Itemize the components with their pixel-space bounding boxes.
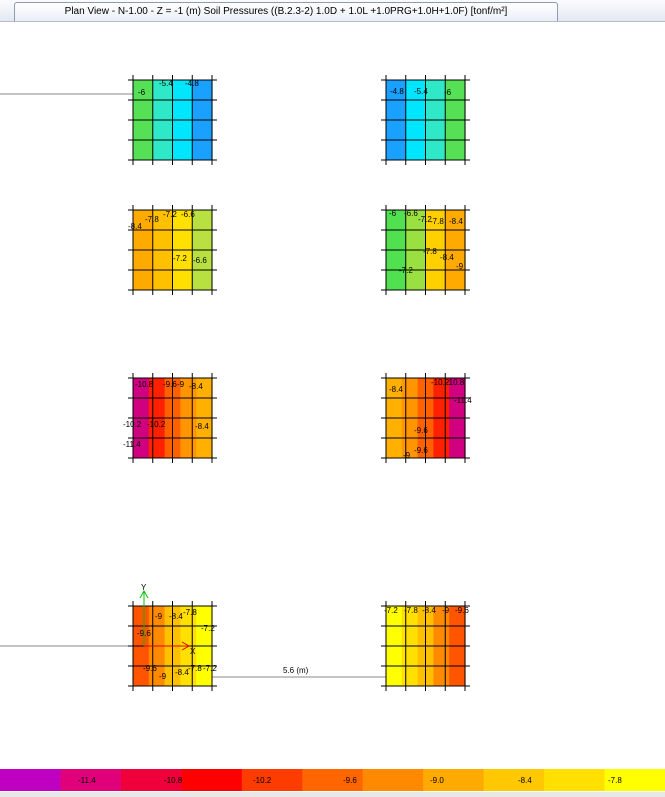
legend-tick-label: -8.4: [518, 776, 532, 785]
pressure-value-label: -10.8: [135, 380, 154, 389]
pressure-value-label: -10.2: [123, 420, 142, 429]
pressure-value-label: -9: [155, 612, 163, 621]
pressure-value-label: -7.8: [404, 606, 418, 615]
color-legend: -11.4 -10.8 -10.2 -9.6 -9.0 -8.4 -7.8: [0, 769, 665, 791]
status-strip: [0, 792, 665, 797]
pressure-value-label: -9: [456, 262, 464, 271]
pressure-value-label: -4.8: [390, 87, 404, 96]
legend-swatch: [302, 769, 364, 791]
pressure-value-label: -7.8: [145, 215, 159, 224]
legend-tick-label: -7.8: [608, 776, 622, 785]
pressure-value-label: -6.6: [404, 209, 418, 218]
footing-pressure-plot[interactable]: -6 -5.4 -4.8: [128, 75, 217, 165]
pressure-value-label: -9.6: [163, 380, 177, 389]
plan-view-tab[interactable]: Plan View - N-1.00 - Z = -1 (m) Soil Pre…: [14, 2, 558, 21]
legend-swatch: [241, 769, 303, 791]
pressure-value-label: -10.2: [147, 420, 166, 429]
title-bar: Plan View - N-1.00 - Z = -1 (m) Soil Pre…: [0, 0, 665, 22]
pressure-value-label: -6: [389, 209, 397, 218]
pressure-value-label: -9.6: [143, 664, 157, 673]
pressure-value-label: -8.4: [175, 668, 189, 677]
pressure-value-label: -5.4: [414, 87, 428, 96]
footing-pressure-plot[interactable]: -8.4-7.8 -7.2 -6.6 -7.2 -6.6: [128, 205, 217, 295]
legend-swatch: [0, 769, 62, 791]
pressure-value-label: -6.6: [181, 210, 195, 219]
legend-swatch: [483, 769, 545, 791]
pressure-value-label: -7.8: [188, 664, 202, 673]
pressure-value-label: -9.6: [414, 446, 428, 455]
pressure-value-label: -9.6: [455, 606, 469, 615]
pressure-value-label: -8.4: [128, 222, 142, 231]
pressure-value-label: -7.2: [418, 215, 432, 224]
pressure-value-label: -11.4: [123, 440, 141, 449]
legend-swatch: [181, 769, 243, 791]
pressure-value-label: -7.2: [384, 606, 398, 615]
pressure-value-label: -10.8: [446, 378, 465, 387]
pressure-value-label: -7.8: [430, 217, 444, 226]
pressure-value-label: -6: [138, 88, 146, 97]
pressure-value-label: -7.8: [183, 608, 197, 617]
pressure-value-label: -7.2: [163, 210, 177, 219]
legend-tick-label: -9.0: [430, 776, 444, 785]
legend-swatch: [544, 769, 606, 791]
pressure-value-label: -9.6: [414, 426, 428, 435]
pressure-value-label: -8.4: [389, 385, 403, 394]
footing-pressure-plot[interactable]: -7.2 -7.8 -8.4 -9 -9.6: [381, 601, 470, 691]
pressure-value-label: -8.4: [422, 606, 436, 615]
pressure-value-label: -8.4: [449, 217, 463, 226]
legend-swatch: [604, 769, 665, 791]
pressure-value-label: -4.8: [185, 79, 199, 88]
pressure-value-label: -9: [442, 606, 450, 615]
pressure-value-label: -8.4: [195, 422, 209, 431]
pressure-value-label: -5.4: [159, 79, 173, 88]
legend-tick-label: -9.6: [343, 776, 357, 785]
pressure-value-label: -7.2: [399, 266, 413, 275]
pressure-value-label: -7.2: [173, 254, 187, 263]
legend-swatch: [362, 769, 424, 791]
footing-pressure-plot[interactable]: -4.8 -5.4 -6: [381, 75, 470, 165]
legend-tick-label: -11.4: [78, 776, 96, 785]
pressure-value-label: -8.4: [169, 612, 183, 621]
legend-tick-label: -10.2: [253, 776, 272, 785]
legend-swatch: [423, 769, 485, 791]
pressure-value-label: -8.4: [440, 253, 454, 262]
pressure-value-label: -11.4: [454, 396, 472, 405]
legend-tick-label: -10.8: [164, 776, 183, 785]
footing-pressure-plot[interactable]: -6 -6.6-7.2-7.8 -8.4-7.8-8.4-7.2 -9: [381, 205, 470, 295]
plan-view-canvas[interactable]: 5.6 (m)-6-5.4 -4.8-4.8 -5.4 -6-8.4-7.8-7.2-…: [0, 21, 665, 792]
pressure-value-label: -7.2: [203, 664, 217, 673]
pressure-value-label: -10.2: [431, 378, 450, 387]
local-axes-icon: YX: [139, 583, 196, 656]
footing-pressure-plot[interactable]: -8.4-10.2-10.8-11.4-9.6-9.6-9: [381, 373, 472, 463]
pressure-value-label: -9: [177, 380, 185, 389]
pressure-value-label: -9: [403, 451, 411, 460]
pressure-value-label: -8.4: [189, 382, 203, 391]
y-axis-label: Y: [141, 583, 147, 592]
legend-swatch: [120, 769, 182, 791]
x-axis-label: X: [190, 647, 196, 656]
footing-pressure-plot[interactable]: -10.8 -9.6 -9 -8.4 -10.2 -10.2 -8.4 -11.4: [123, 373, 217, 463]
legend-swatch: [60, 769, 122, 791]
dimension-label: 5.6 (m): [283, 666, 309, 675]
pressure-value-label: -9: [159, 672, 167, 681]
pressure-value-label: -7.8: [423, 247, 437, 256]
pressure-value-label: -6: [444, 88, 452, 97]
pressure-value-label: -6.6: [193, 256, 207, 265]
pressure-value-label: -7.2: [201, 624, 215, 633]
